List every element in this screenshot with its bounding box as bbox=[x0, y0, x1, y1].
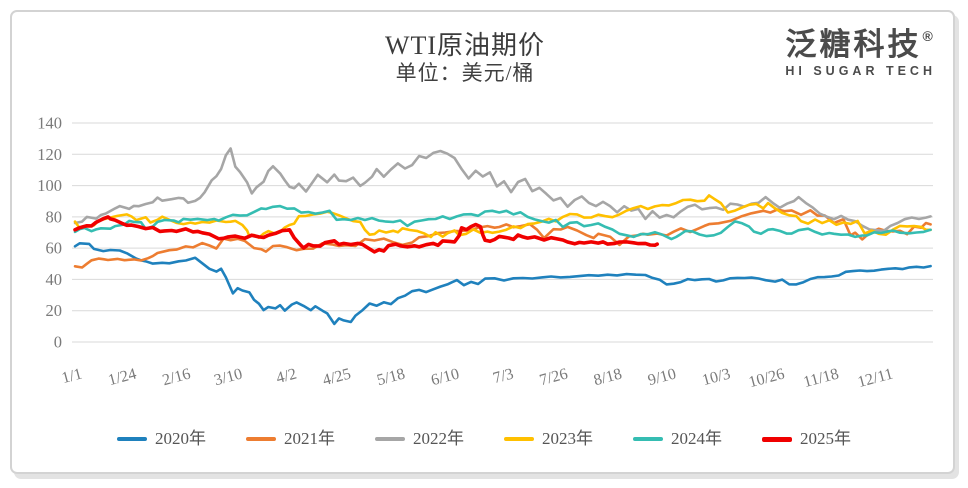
y-axis-tick-label: 0 bbox=[54, 333, 62, 352]
legend-item-2025: 2025年 bbox=[762, 429, 851, 449]
brand-name: 泛糖科技 bbox=[785, 27, 922, 62]
x-axis-tick-label: 1/24 bbox=[106, 365, 138, 389]
series-line-2024 bbox=[73, 204, 932, 241]
chart-subtitle: 单位：美元/桶 bbox=[395, 61, 535, 85]
y-axis-tick-label: 140 bbox=[37, 114, 62, 133]
x-axis-tick-label: 11/18 bbox=[802, 365, 841, 391]
series-line-2025 bbox=[73, 215, 660, 254]
x-axis-tick-label: 7/26 bbox=[538, 365, 570, 389]
legend-swatch-2022 bbox=[375, 437, 405, 441]
x-axis-tick-label: 3/10 bbox=[212, 365, 244, 389]
legend-item-2020: 2020年 bbox=[117, 429, 206, 449]
x-axis-tick-label: 10/3 bbox=[700, 365, 732, 389]
legend-item-2021: 2021年 bbox=[246, 429, 335, 449]
x-axis-tick-label: 2/16 bbox=[161, 365, 193, 389]
chart-frame bbox=[10, 10, 955, 474]
legend-label-2020: 2020年 bbox=[155, 429, 206, 448]
legend-swatch-2021 bbox=[246, 437, 276, 441]
legend-label-2021: 2021年 bbox=[284, 429, 335, 448]
y-axis-tick-label: 80 bbox=[46, 207, 63, 226]
x-axis-tick-label: 8/18 bbox=[592, 365, 624, 389]
brand-logo-cn: 泛糖科技® bbox=[785, 20, 936, 61]
series-line-2022 bbox=[73, 147, 932, 233]
y-axis-tick-label: 40 bbox=[46, 270, 63, 289]
x-axis-tick-label: 7/3 bbox=[491, 365, 515, 387]
x-axis-tick-label: 1/1 bbox=[60, 365, 84, 387]
y-axis-tick-label: 60 bbox=[46, 239, 63, 258]
series-line-2020 bbox=[73, 242, 932, 326]
chart-legend: 2020年 2021年 2022年 2023年 2024年 2025年 bbox=[0, 429, 968, 449]
legend-swatch-2025 bbox=[762, 436, 792, 442]
y-axis-tick-label: 100 bbox=[37, 176, 62, 195]
legend-swatch-2024 bbox=[633, 437, 663, 441]
legend-item-2024: 2024年 bbox=[633, 429, 722, 449]
legend-swatch-2023 bbox=[504, 437, 534, 441]
brand-logo: 泛糖科技® HI SUGAR TECH bbox=[785, 20, 936, 78]
legend-swatch-2020 bbox=[117, 437, 147, 441]
legend-item-2022: 2022年 bbox=[375, 429, 464, 449]
x-axis-tick-label: 4/25 bbox=[321, 365, 353, 389]
legend-item-2023: 2023年 bbox=[504, 429, 593, 449]
y-axis-tick-label: 120 bbox=[37, 145, 62, 164]
x-axis-tick-label: 4/2 bbox=[274, 365, 298, 387]
registered-trademark-icon: ® bbox=[922, 28, 936, 44]
brand-logo-en: HI SUGAR TECH bbox=[785, 64, 936, 78]
x-axis-tick-label: 5/18 bbox=[375, 365, 407, 389]
legend-label-2023: 2023年 bbox=[542, 429, 593, 448]
series-line-2021 bbox=[73, 208, 932, 269]
legend-label-2022: 2022年 bbox=[413, 429, 464, 448]
legend-label-2025: 2025年 bbox=[800, 429, 851, 448]
x-axis-tick-label: 9/10 bbox=[646, 365, 678, 389]
legend-label-2024: 2024年 bbox=[671, 429, 722, 448]
x-axis-tick-label: 10/26 bbox=[747, 365, 787, 391]
y-axis-tick-label: 20 bbox=[46, 301, 63, 320]
x-axis-tick-label: 6/10 bbox=[429, 365, 461, 389]
x-axis-tick-label: 12/11 bbox=[856, 365, 895, 391]
chart-title: WTI原油期价 bbox=[384, 31, 546, 60]
